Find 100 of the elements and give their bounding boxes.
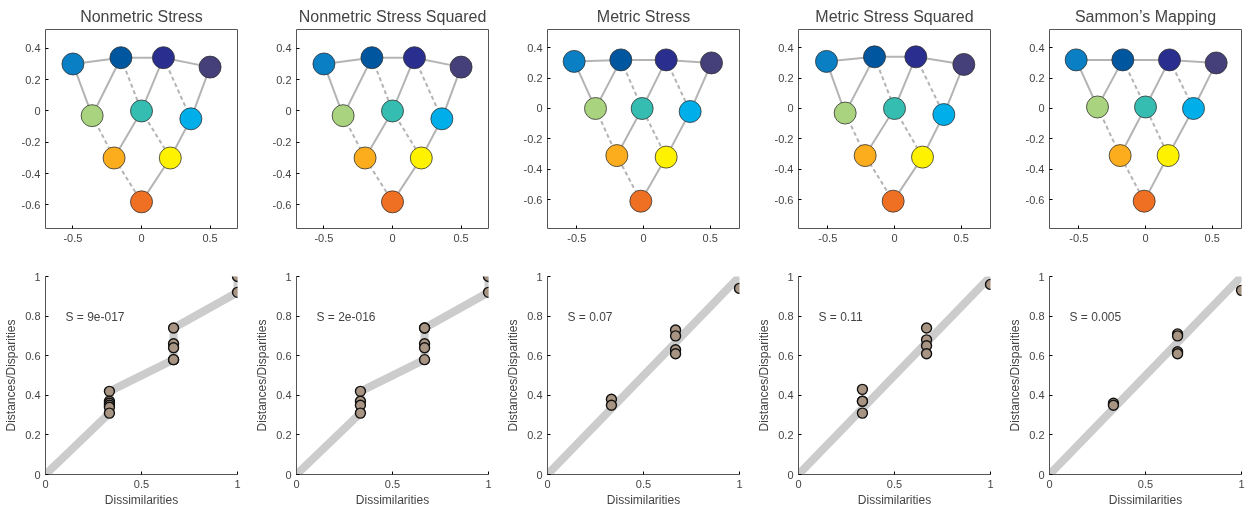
y-tick-label: 0.4 [1029, 41, 1045, 54]
chart-title: Nonmetric Stress [80, 7, 203, 25]
y-tick-label: -0.2 [523, 132, 543, 145]
x-axis-title: Dissimilarities [104, 492, 179, 507]
x-tick-label: 0.5 [702, 231, 718, 244]
y-tick-label: 0.2 [527, 72, 543, 85]
y-tick-label: 0.6 [276, 349, 292, 362]
y-tick-label: 0.2 [25, 73, 41, 86]
chart-title: Sammon’s Mapping [1074, 7, 1217, 25]
annotation: S = 2e-016 [316, 309, 376, 324]
y-tick-label: 0.6 [527, 349, 543, 362]
chart-title: Metric Stress [596, 7, 691, 25]
y-tick-label: 0 [536, 102, 543, 115]
y-tick-label: 0.6 [778, 349, 794, 362]
y-tick-label: -0.2 [21, 136, 41, 149]
y-tick-label: 0.2 [1029, 428, 1045, 441]
y-tick-label: 0.4 [25, 42, 41, 55]
y-tick-label: 1 [34, 270, 41, 283]
y-tick-label: 0.4 [778, 389, 794, 402]
x-tick-label: -0.5 [567, 231, 587, 244]
y-tick-label: 0.2 [527, 428, 543, 441]
y-tick-label: 0.4 [276, 42, 292, 55]
y-tick-label: -0.6 [774, 193, 794, 206]
y-tick-label: 0.4 [527, 389, 543, 402]
y-tick-label: 0 [285, 104, 292, 117]
y-tick-label: 0 [1038, 468, 1045, 481]
x-tick-label: 0 [1046, 477, 1053, 490]
annotation: S = 0.11 [818, 309, 863, 324]
y-tick-label: -0.2 [774, 132, 794, 145]
y-tick-label: 0.4 [276, 389, 292, 402]
y-tick-label: 0 [536, 468, 543, 481]
y-tick-label: -0.4 [272, 167, 292, 180]
x-tick-label: 0.5 [635, 477, 652, 490]
x-tick-label: 1 [736, 477, 743, 490]
y-tick-label: 0 [34, 468, 41, 481]
y-tick-label: -0.2 [272, 136, 292, 149]
x-tick-label: 0.5 [453, 231, 469, 244]
y-tick-label: 0.8 [527, 310, 543, 323]
y-tick-label: 1 [1038, 270, 1045, 283]
x-tick-label: 0.5 [133, 477, 150, 490]
x-tick-label: 0 [138, 231, 145, 244]
x-tick-label: -0.5 [818, 231, 838, 244]
y-tick-label: -0.6 [523, 193, 543, 206]
x-axis-title: Dissimilarities [1108, 492, 1183, 507]
x-tick-label: 0 [640, 231, 647, 244]
x-tick-label: 0 [293, 477, 300, 490]
annotation: S = 0.005 [1069, 309, 1122, 324]
y-tick-label: 0.2 [778, 428, 794, 441]
y-tick-label: 0.2 [276, 428, 292, 441]
y-tick-label: -0.4 [774, 163, 794, 176]
y-tick-label: 0.8 [276, 310, 292, 323]
annotation: S = 0.07 [567, 309, 613, 324]
y-tick-label: 0.4 [527, 41, 543, 54]
y-tick-label: 0.8 [25, 310, 41, 323]
y-tick-label: 0 [787, 468, 794, 481]
y-tick-label: 0.2 [25, 428, 41, 441]
x-tick-label: 0.5 [1137, 477, 1154, 490]
x-tick-label: 1 [485, 477, 492, 490]
y-tick-label: 1 [285, 270, 292, 283]
y-axis-title: Distances/Disparities [506, 319, 521, 432]
y-tick-label: 0.6 [1029, 349, 1045, 362]
x-tick-label: -0.5 [314, 231, 334, 244]
y-tick-label: -0.2 [1025, 132, 1045, 145]
y-tick-label: -0.4 [1025, 163, 1045, 176]
y-tick-label: -0.4 [523, 163, 543, 176]
y-tick-label: 1 [787, 270, 794, 283]
x-tick-label: 0.5 [886, 477, 903, 490]
y-tick-label: -0.6 [21, 199, 41, 211]
x-tick-label: 0 [795, 477, 802, 490]
chart-title: Nonmetric Stress Squared [298, 7, 487, 25]
y-axis-title: Distances/Disparities [1008, 319, 1023, 432]
x-axis-title: Dissimilarities [606, 492, 681, 507]
annotation: S = 9e-017 [65, 309, 125, 324]
x-tick-label: -0.5 [1069, 231, 1089, 244]
x-tick-label: 0 [1142, 231, 1149, 244]
x-axis-title: Dissimilarities [355, 492, 430, 507]
y-tick-label: 0.8 [778, 310, 794, 323]
y-tick-label: 0 [787, 102, 794, 115]
y-tick-label: 0.4 [25, 389, 41, 402]
x-tick-label: -0.5 [63, 231, 83, 244]
y-tick-label: -0.4 [21, 167, 41, 180]
x-tick-label: 0.5 [953, 231, 969, 244]
x-tick-label: 1 [987, 477, 994, 490]
y-tick-label: 0.2 [276, 73, 292, 86]
x-axis-title: Dissimilarities [857, 492, 932, 507]
y-axis-title: Distances/Disparities [4, 319, 19, 432]
y-tick-label: 0.2 [778, 72, 794, 85]
x-tick-label: 0.5 [202, 231, 218, 244]
y-tick-label: 0 [285, 468, 292, 481]
y-tick-label: 1 [536, 270, 543, 283]
x-tick-label: 0.5 [1204, 231, 1220, 244]
y-tick-label: 0.4 [1029, 389, 1045, 402]
x-tick-label: 0 [389, 231, 396, 244]
y-tick-label: 0 [1038, 102, 1045, 115]
x-tick-label: 0.5 [384, 477, 401, 490]
y-tick-label: 0 [34, 104, 41, 117]
x-tick-label: 1 [1238, 477, 1245, 490]
y-tick-label: -0.6 [272, 199, 292, 211]
y-tick-label: -0.6 [1025, 193, 1045, 206]
y-axis-title: Distances/Disparities [757, 319, 772, 432]
